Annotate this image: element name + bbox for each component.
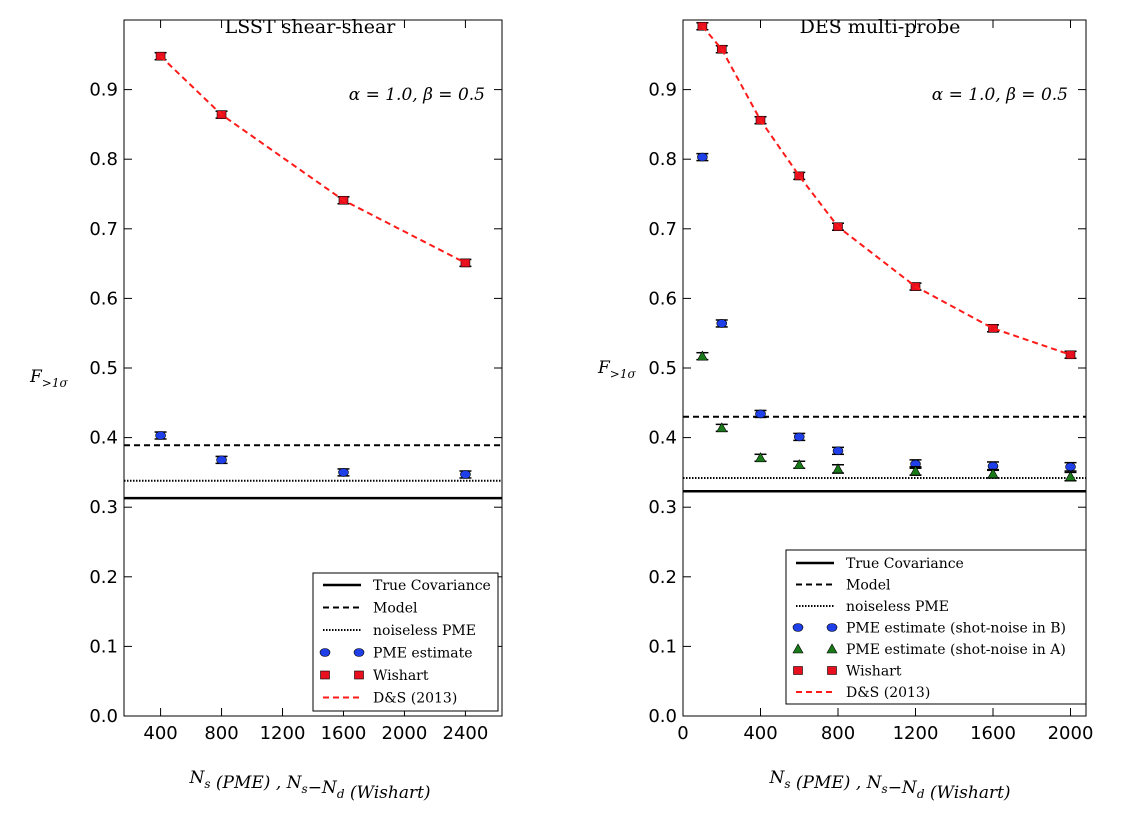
y-tick-label: 0.1 [89, 636, 118, 657]
y-axis-label: F>1σ [29, 367, 68, 390]
legend-label: PME estimate [373, 646, 473, 662]
y-tick-label: 0.4 [648, 428, 677, 449]
triangle-point [716, 422, 728, 433]
legend-label: Wishart [373, 668, 429, 684]
y-tick-label: 0.7 [89, 219, 118, 240]
triangle-point [987, 468, 999, 479]
y-tick-label: 0.0 [648, 706, 677, 727]
y-tick-label: 0.7 [648, 219, 677, 240]
y-tick-label: 0.9 [648, 80, 677, 101]
legend-label: PME estimate (shot-noise in B) [846, 621, 1066, 637]
chart-title: LSST shear-shear [225, 16, 397, 38]
triangle-point [754, 452, 767, 463]
x-tick-label: 1600 [970, 723, 1016, 744]
circle-point [155, 431, 166, 440]
circle-point [460, 470, 471, 479]
legend-swatch [826, 623, 838, 632]
legend-label: D&S (2013) [846, 685, 930, 701]
legend-label: PME estimate (shot-noise in A) [846, 642, 1066, 658]
legend-swatch [792, 623, 804, 632]
circle-point [1065, 462, 1076, 472]
legend-swatch [826, 643, 838, 654]
chart-title: DES multi-probe [800, 16, 961, 38]
x-tick-label: 2000 [382, 723, 428, 744]
x-tick-label: 1600 [321, 723, 367, 744]
parameter-annotation: α = 1.0, β = 0.5 [932, 85, 1068, 105]
circle-point [793, 432, 805, 442]
square-point [794, 171, 805, 181]
y-tick-label: 0.5 [89, 358, 118, 379]
circle-point [697, 152, 708, 162]
y-tick-label: 0.6 [89, 288, 118, 309]
triangle-point [1064, 470, 1077, 481]
x-tick-label: 1200 [893, 723, 939, 744]
x-tick-label: 400 [743, 723, 777, 744]
legend: True Covariance Model noiseless PME PME est… [785, 549, 1087, 705]
y-tick-label: 0.3 [648, 497, 677, 518]
triangle-point [696, 350, 708, 361]
legend-label: noiseless PME [846, 599, 949, 615]
square-point [988, 324, 998, 333]
y-tick-label: 0.0 [89, 706, 118, 727]
legend: True Covariance Model noiseless PME PME est… [312, 572, 499, 712]
y-tick-label: 0.8 [648, 149, 677, 170]
triangle-point [909, 465, 922, 476]
y-tick-label: 0.6 [648, 288, 677, 309]
legend-swatch [827, 666, 837, 675]
x-tick-label: 400 [143, 723, 177, 744]
circle-point [755, 409, 766, 419]
x-tick-label: 0 [677, 723, 688, 744]
chart-panel-2: DES multi-probe 0.0 0.1 0.2 0.3 0.4 0.5 0.6 0.7 0… [597, 16, 1093, 803]
x-tick-label: 800 [204, 723, 238, 744]
legend-label: D&S (2013) [373, 691, 457, 707]
y-tick-label: 0.8 [89, 149, 118, 170]
y-tick-label: 0.1 [648, 636, 677, 657]
circle-point [338, 468, 349, 477]
chart-panel-1: LSST shear-shear 0.0 0.1 0.2 0.3 0.4 0.5 0.6 0.7… [29, 16, 503, 803]
legend-label: Model [373, 601, 418, 617]
circle-point [832, 446, 844, 456]
legend-swatch [792, 643, 804, 654]
triangle-point [793, 459, 805, 470]
y-tick-label: 0.3 [89, 497, 118, 518]
y-axis-label: F>1σ [597, 358, 636, 381]
legend-swatch [353, 648, 365, 657]
x-tick-label: 1200 [260, 723, 306, 744]
legend-swatch [354, 670, 364, 680]
x-axis-label: Ns (PME) , Ns−Nd (Wishart) [768, 768, 1010, 803]
legend-swatch [319, 648, 331, 657]
y-tick-label: 0.4 [89, 428, 118, 449]
legend-swatch [320, 670, 330, 680]
legend-label: Wishart [846, 664, 902, 680]
circle-point [716, 319, 728, 328]
x-tick-label: 2000 [1048, 723, 1094, 744]
y-tick-label: 0.9 [89, 80, 118, 101]
legend-label: noiseless PME [373, 623, 476, 639]
y-tick-label: 0.2 [89, 567, 118, 588]
legend-label: Model [846, 578, 891, 594]
x-axis-label: Ns (PME) , Ns−Nd (Wishart) [188, 768, 430, 803]
x-tick-label: 2400 [443, 723, 489, 744]
legend-swatch [793, 666, 803, 675]
triangle-point [832, 463, 844, 474]
line-ds2013 [159, 55, 466, 264]
parameter-annotation: α = 1.0, β = 0.5 [349, 85, 485, 105]
x-tick-label: 800 [821, 723, 855, 744]
y-tick-label: 0.5 [648, 358, 677, 379]
circle-point [216, 455, 227, 465]
legend-label: True Covariance [373, 578, 491, 594]
y-tick-label: 0.2 [648, 567, 677, 588]
line-ds2013 [701, 25, 1071, 356]
legend-label: True Covariance [846, 556, 964, 572]
